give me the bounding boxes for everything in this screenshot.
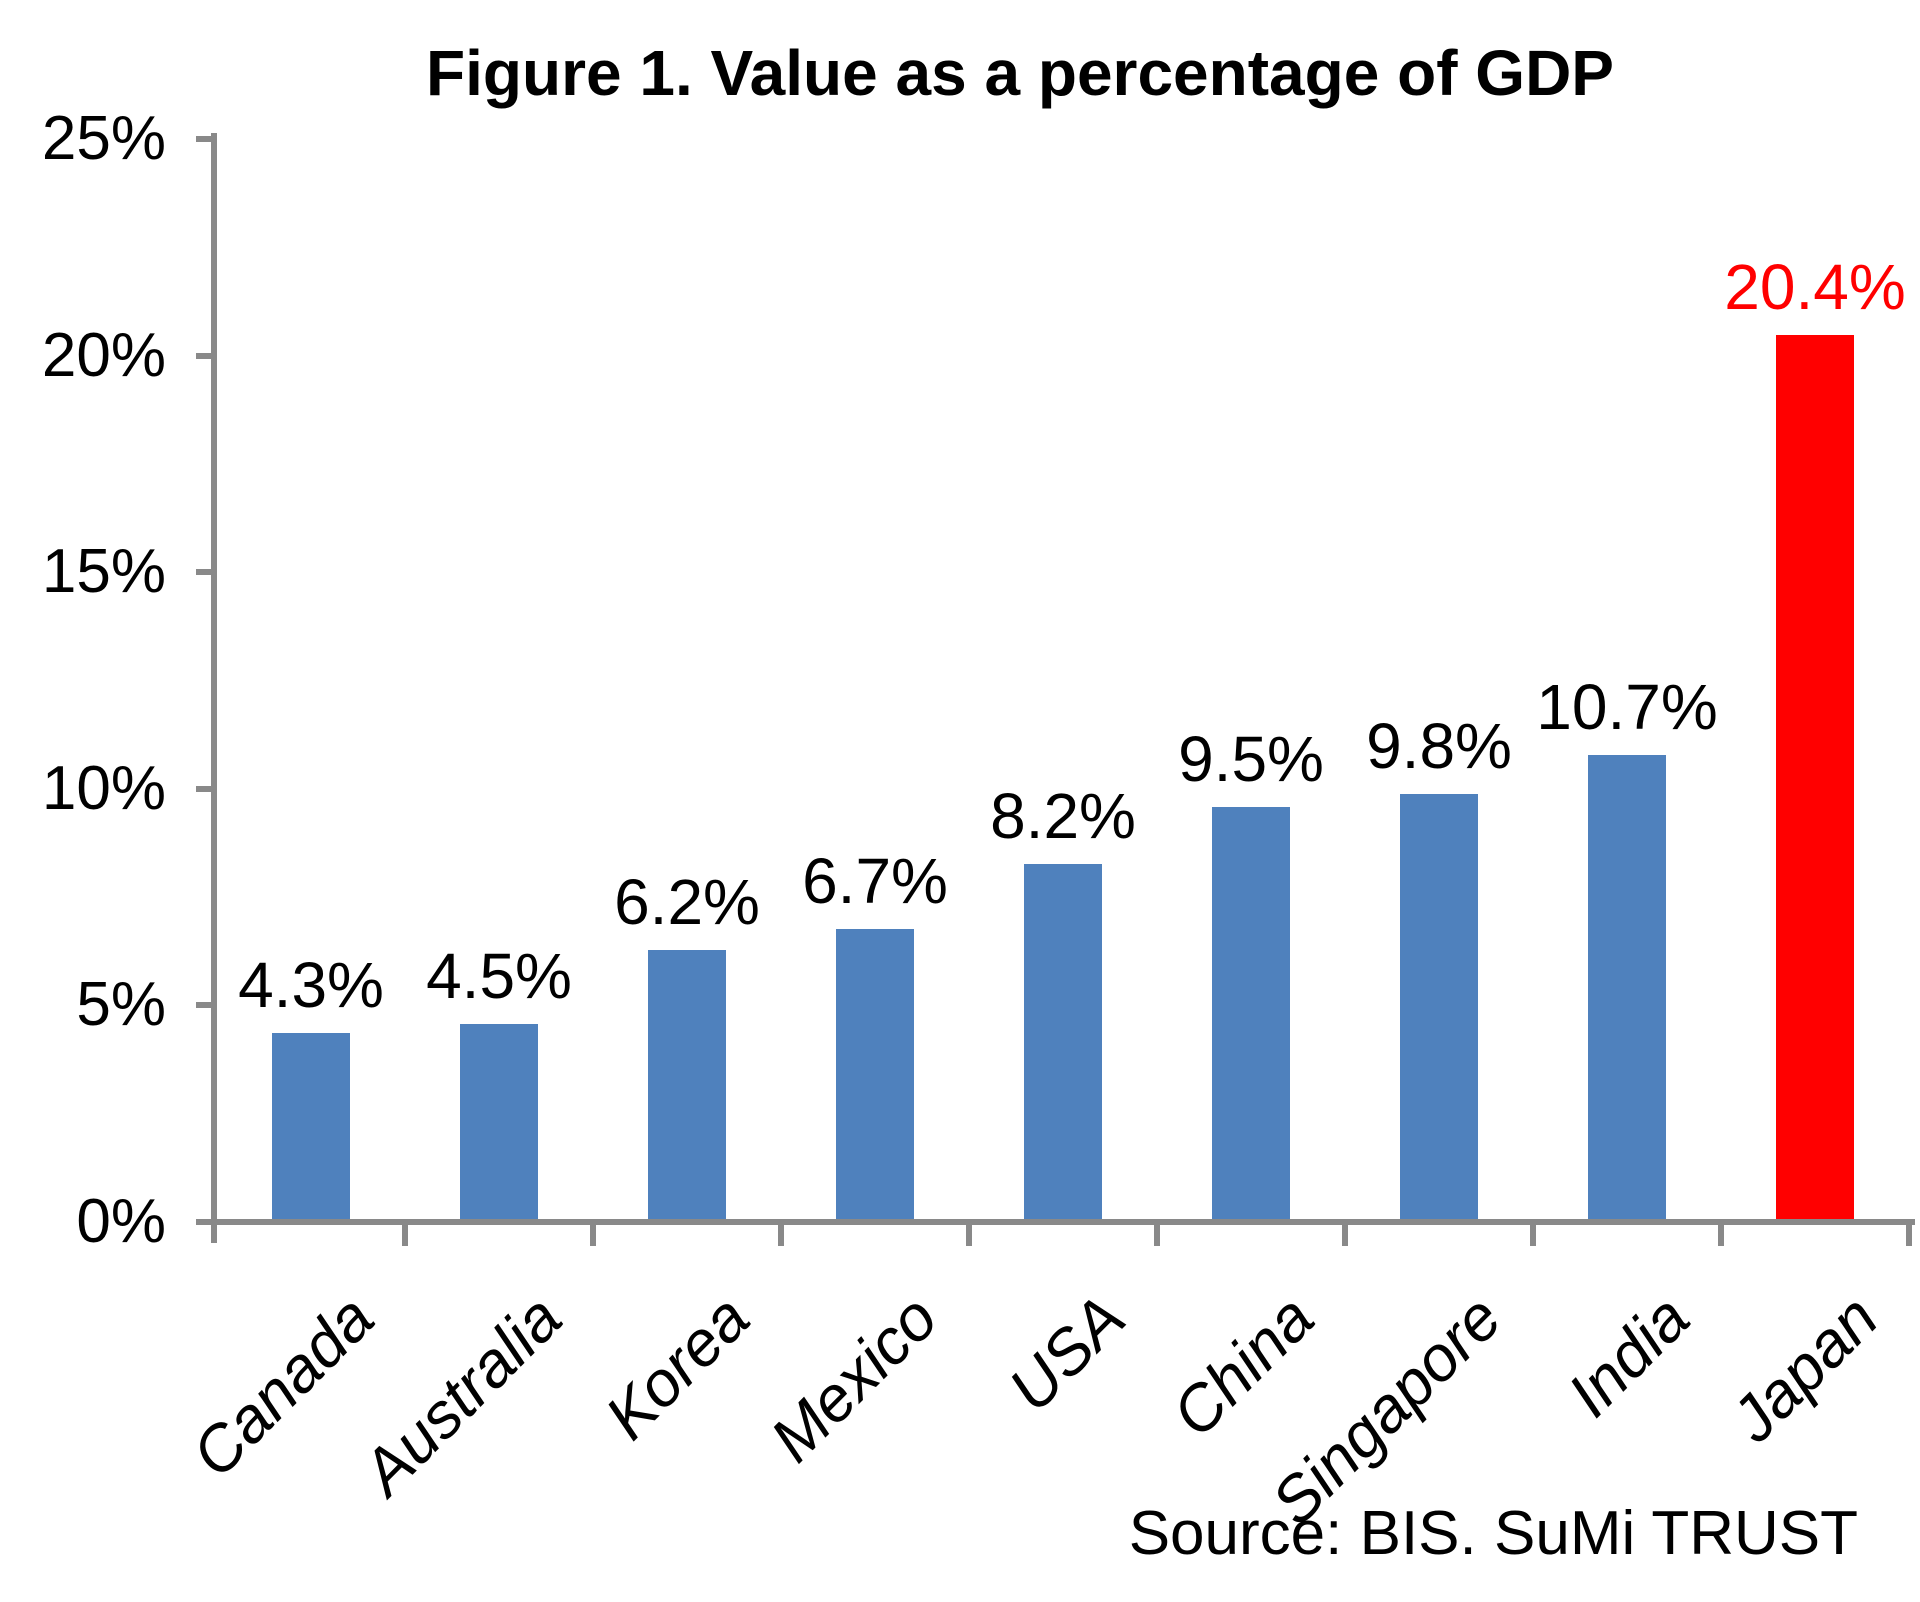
y-tick-label: 20% — [41, 320, 166, 390]
bar-mexico — [836, 929, 914, 1219]
bar-australia — [460, 1024, 538, 1219]
x-tick — [1530, 1225, 1536, 1246]
y-tick-label: 10% — [41, 753, 166, 823]
category-label-korea: Korea — [591, 1281, 764, 1453]
bar-singapore — [1400, 794, 1478, 1219]
bar-usa — [1024, 864, 1102, 1219]
y-tick — [196, 1002, 212, 1009]
y-tick-label: 5% — [76, 970, 166, 1040]
bar-japan — [1776, 335, 1854, 1219]
x-tick — [402, 1225, 408, 1246]
value-label-australia: 4.5% — [426, 940, 572, 1012]
x-axis-line — [196, 1219, 1915, 1225]
value-label-korea: 6.2% — [614, 866, 760, 938]
y-tick-label: 15% — [41, 537, 166, 607]
value-label-china: 9.5% — [1178, 723, 1324, 795]
category-label-india: India — [1554, 1281, 1704, 1431]
bar-canada — [272, 1033, 350, 1219]
y-tick — [196, 569, 212, 576]
y-axis-line — [211, 133, 217, 1243]
x-tick — [1906, 1225, 1912, 1246]
value-label-japan: 20.4% — [1724, 251, 1906, 323]
x-tick — [778, 1225, 784, 1246]
category-label-australia: Australia — [348, 1281, 576, 1509]
y-tick — [196, 136, 212, 142]
category-label-mexico: Mexico — [756, 1281, 952, 1476]
value-label-canada: 4.3% — [238, 949, 384, 1021]
category-label-china: China — [1157, 1281, 1328, 1451]
value-label-mexico: 6.7% — [802, 845, 948, 917]
y-tick-label: 25% — [41, 104, 166, 173]
bar-india — [1588, 755, 1666, 1219]
x-tick — [1342, 1225, 1348, 1246]
bar-china — [1212, 807, 1290, 1219]
chart-title: Figure 1. Value as a percentage of GDP — [426, 37, 1614, 109]
source-note: Source: BIS. SuMi TRUST — [1128, 1499, 1858, 1568]
bar-korea — [648, 950, 726, 1219]
x-tick — [590, 1225, 596, 1246]
value-label-india: 10.7% — [1536, 671, 1718, 743]
value-label-usa: 8.2% — [990, 780, 1136, 852]
y-tick — [196, 352, 212, 359]
category-label-japan: Japan — [1716, 1281, 1892, 1456]
value-label-singapore: 9.8% — [1366, 710, 1512, 782]
category-label-usa: USA — [995, 1281, 1140, 1426]
x-tick — [1154, 1225, 1160, 1246]
x-tick — [966, 1225, 972, 1246]
x-tick — [1718, 1225, 1724, 1246]
y-tick — [196, 785, 212, 792]
y-tick-label: 0% — [76, 1187, 166, 1256]
